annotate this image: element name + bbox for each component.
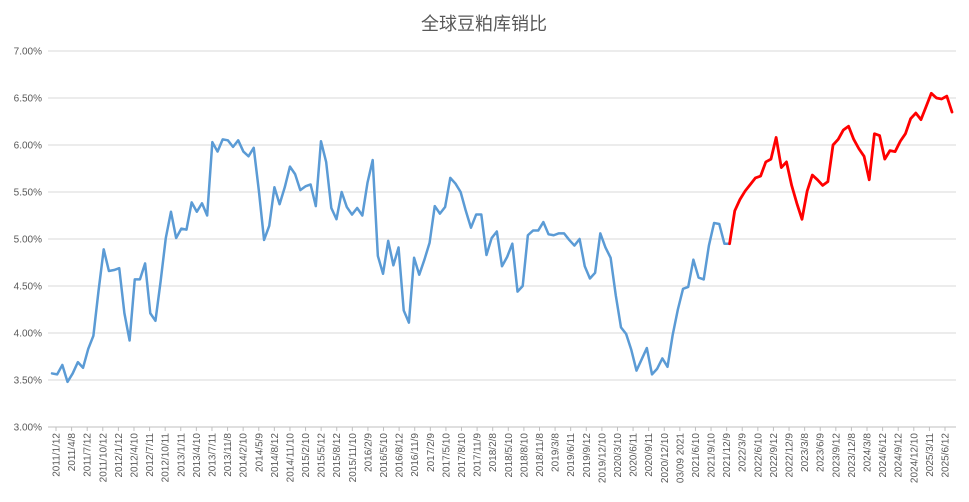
x-tick-label: 2021/9/10 (707, 433, 718, 478)
y-tick-label: 4.50% (14, 282, 42, 293)
x-tick-label: 2011/1/12 (52, 433, 63, 477)
x-tick-label: 2023/6/9 (816, 433, 827, 472)
x-tick-label: 2020/12/10 (660, 433, 671, 483)
y-tick-label: 7.00% (14, 47, 42, 58)
x-tick-label: 2024/3/8 (863, 433, 874, 472)
y-tick-label: 4.00% (14, 329, 42, 340)
y-tick-label: 5.50% (14, 188, 42, 199)
x-tick-label: 2018/2/8 (488, 433, 499, 472)
x-tick-label: 2022/3/9 (738, 433, 749, 472)
x-tick-label: 2018/5/10 (504, 433, 515, 478)
x-tick-label: 2015/11/10 (348, 433, 359, 483)
series-line-recent (728, 91, 954, 246)
x-tick-label: 2013/1/11 (176, 433, 187, 477)
y-tick-label: 3.00% (14, 423, 42, 434)
x-tick-label: 2012/4/10 (129, 433, 140, 478)
gridlines (48, 50, 956, 428)
x-tick-label: 2020/3/10 (613, 433, 624, 478)
x-tick-label: 2025/3/11 (925, 433, 936, 477)
x-axis-tick-labels: 2011/1/12 2011/4/8 2011/7/12 2011/10/12 2012… (52, 427, 952, 483)
x-tick-label: 2019/9/12 (582, 433, 593, 478)
x-tick-label: 2024/9/12 (894, 433, 905, 478)
x-tick-label: 2018/8/10 (519, 433, 530, 478)
x-tick-label: 2019/6/11 (566, 433, 577, 477)
x-tick-label: 2015/8/12 (332, 433, 343, 478)
x-tick-label: 2016/5/10 (379, 433, 390, 478)
x-tick-label: 2021/12/9 (722, 433, 733, 478)
chart-title: 全球豆粕库销比 (421, 14, 547, 35)
x-tick-label: 2014/11/10 (285, 433, 296, 483)
x-tick-label: 03/09 2021 (675, 433, 686, 483)
x-tick-label: 2016/2/9 (363, 433, 374, 472)
x-tick-label: 2023/9/12 (831, 433, 842, 478)
x-tick-label: 2011/7/12 (83, 433, 94, 477)
y-tick-label: 3.50% (14, 376, 42, 387)
x-tick-label: 2019/3/8 (551, 433, 562, 472)
x-tick-label: 2013/11/8 (223, 433, 234, 477)
x-tick-label: 2017/2/9 (426, 433, 437, 472)
x-tick-label: 2017/11/9 (473, 433, 484, 477)
series-lines (50, 91, 954, 384)
x-tick-label: 2013/4/10 (192, 433, 203, 478)
x-tick-label: 2021/6/10 (691, 433, 702, 478)
x-tick-label: 2023/12/8 (847, 433, 858, 478)
x-tick-label: 2022/6/10 (753, 433, 764, 478)
x-tick-label: 2011/4/8 (67, 433, 78, 472)
series-line-historical (50, 138, 731, 384)
x-tick-label: 2014/2/10 (239, 433, 250, 478)
y-axis-tick-labels: 3.00% 3.50% 4.00% 4.50% 5.00% 5.50% 6.00% 6.50%… (14, 47, 42, 434)
x-tick-label: 2019/12/10 (597, 433, 608, 483)
x-tick-label: 2015/5/12 (317, 433, 328, 478)
x-tick-label: 2012/7/11 (145, 433, 156, 477)
x-tick-label: 2022/9/12 (769, 433, 780, 478)
x-tick-label: 2018/11/8 (535, 433, 546, 477)
x-tick-label: 2016/11/9 (410, 433, 421, 477)
x-tick-label: 2022/12/9 (785, 433, 796, 478)
y-tick-label: 5.00% (14, 235, 42, 246)
x-tick-label: 2014/8/12 (270, 433, 281, 478)
x-tick-label: 2016/8/12 (395, 433, 406, 478)
x-tick-label: 2013/7/11 (207, 433, 218, 477)
x-tick-label: 2017/5/10 (441, 433, 452, 478)
x-tick-label: 2014/5/9 (254, 433, 265, 472)
x-tick-label: 2017/8/10 (457, 433, 468, 478)
x-tick-label: 2024/6/12 (878, 433, 889, 478)
y-tick-label: 6.50% (14, 94, 42, 105)
x-tick-label: 2025/6/12 (941, 433, 952, 478)
x-tick-label: 2012/10/11 (161, 433, 172, 483)
x-tick-label: 2012/1/12 (114, 433, 125, 478)
x-tick-label: 2020/9/11 (644, 433, 655, 477)
x-tick-label: 2011/10/12 (98, 433, 109, 483)
x-tick-label: 2015/2/10 (301, 433, 312, 478)
y-tick-label: 6.00% (14, 141, 42, 152)
x-tick-label: 2023/3/8 (800, 433, 811, 472)
x-tick-label: 2020/6/11 (629, 433, 640, 477)
x-tick-label: 2024/12/10 (909, 433, 920, 483)
